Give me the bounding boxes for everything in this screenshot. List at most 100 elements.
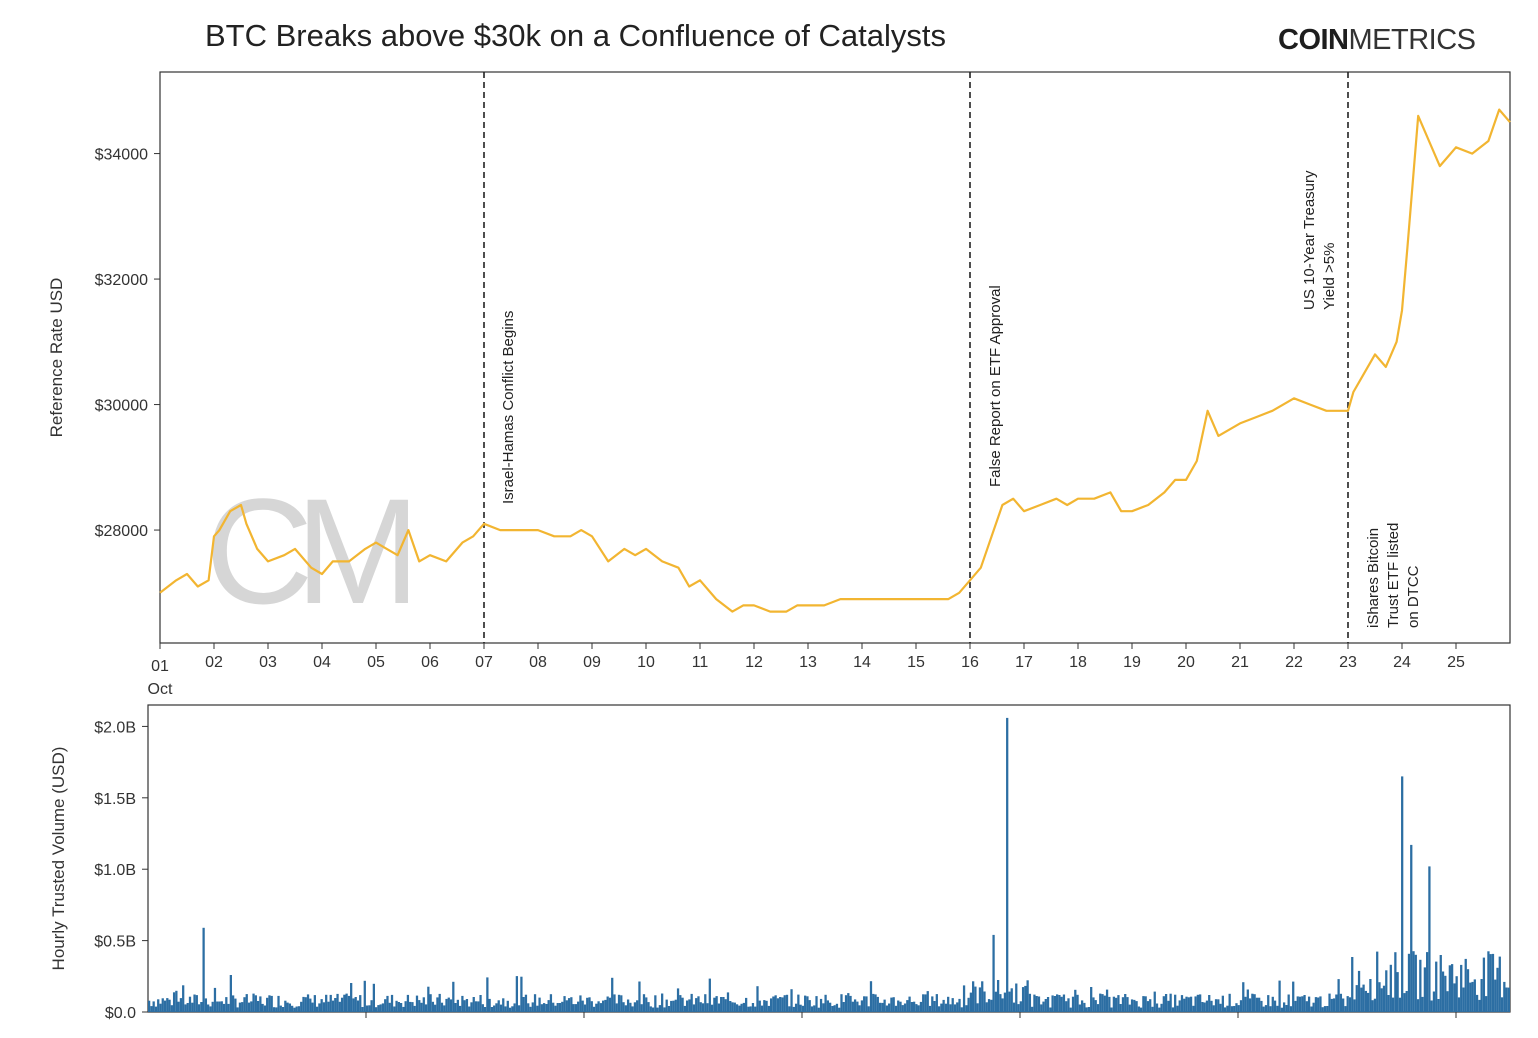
volume-bar (340, 997, 344, 1012)
volume-bar (1337, 979, 1340, 1012)
volume-bar (1351, 957, 1354, 1012)
volume-bar (207, 1004, 210, 1012)
volume-bar (785, 994, 789, 1012)
volume-bar (856, 1001, 859, 1012)
volume-bar (504, 1006, 507, 1012)
volume-bar (883, 999, 886, 1012)
volume-bar (161, 998, 164, 1012)
volume-bar (649, 1006, 652, 1012)
volume-bar (315, 1006, 319, 1012)
volume-bar (547, 1000, 550, 1012)
volume-bar (1258, 997, 1261, 1012)
volume-bar (177, 1001, 180, 1012)
volume-bar (531, 1002, 534, 1012)
volume-bar (440, 1002, 444, 1012)
volume-bar (944, 1003, 948, 1012)
volume-bar (1096, 1004, 1100, 1012)
volume-bar (1155, 1003, 1159, 1012)
volume-bar (311, 1002, 314, 1012)
volume-bar (892, 997, 895, 1012)
volume-bar (1087, 1007, 1091, 1012)
volume-bar (1074, 989, 1077, 1012)
price-x-tick-label: 22 (1285, 654, 1303, 671)
volume-bar (1355, 985, 1358, 1012)
volume-bar (1012, 1002, 1016, 1012)
volume-bar (1348, 997, 1352, 1012)
volume-bar (760, 1005, 764, 1012)
volume-bar (170, 1005, 173, 1012)
volume-bar (908, 996, 911, 1012)
volume-bar (872, 993, 875, 1012)
volume-bar (865, 996, 868, 1012)
volume-bar (1017, 1004, 1020, 1012)
volume-bar (211, 1001, 214, 1012)
volume-bar (608, 997, 612, 1012)
volume-bar (676, 988, 680, 1012)
volume-bar (186, 1003, 189, 1012)
volume-bar (983, 991, 986, 1012)
volume-bar (933, 1001, 936, 1012)
volume-bar (692, 1004, 696, 1012)
volume-bar (524, 994, 528, 1012)
volume-bar (842, 1002, 845, 1012)
volume-bar (1503, 981, 1506, 1012)
volume-bar (1187, 997, 1190, 1012)
volume-bar (1423, 967, 1427, 1012)
volume-bar (418, 1000, 421, 1012)
volume-bar (1121, 997, 1125, 1012)
volume-bar (1194, 996, 1197, 1012)
volume-bar (765, 1000, 768, 1012)
volume-bar (533, 994, 537, 1012)
volume-bar (1421, 996, 1424, 1012)
volume-bar (438, 993, 441, 1012)
volume-bar (633, 1002, 637, 1012)
volume-bar (1124, 994, 1127, 1012)
volume-bar (738, 1005, 741, 1012)
volume-bar (967, 997, 970, 1012)
volume-bar (304, 997, 307, 1012)
volume-bar (958, 998, 961, 1012)
volume-bar (756, 986, 759, 1012)
volume-bar (229, 975, 232, 1012)
volume-bar (202, 927, 205, 1012)
volume-bar (1285, 1005, 1288, 1012)
volume-bar (542, 1003, 546, 1012)
volume-bar (184, 1004, 187, 1012)
volume-bar (1167, 1000, 1170, 1012)
volume-bar (717, 1003, 721, 1012)
volume-bar (306, 994, 310, 1012)
volume-bar (1199, 994, 1202, 1012)
volume-bar (901, 1005, 904, 1012)
volume-bar (658, 1005, 662, 1012)
volume-bar (1233, 1006, 1236, 1012)
volume-bar (1460, 964, 1463, 1012)
volume-bar (647, 1002, 650, 1012)
volume-bar (449, 999, 453, 1012)
volume-bar (890, 997, 893, 1012)
volume-bar (1062, 994, 1066, 1012)
volume-bar (620, 995, 623, 1012)
volume-bar (502, 998, 505, 1012)
volume-bar (520, 976, 523, 1012)
volume-bar (1485, 996, 1488, 1012)
volume-bar (1248, 998, 1252, 1012)
volume-bar (1242, 982, 1245, 1012)
volume-bar (956, 1002, 959, 1012)
volume-bar (331, 1000, 335, 1012)
volume-bar (375, 1007, 378, 1012)
volume-bar (749, 1006, 752, 1012)
volume-bar (1385, 970, 1388, 1012)
price-x-tick-label: 04 (313, 654, 331, 671)
volume-y-tick-label: $1.5B (94, 791, 136, 808)
volume-bar (1321, 1007, 1324, 1012)
price-x-tick-label: 14 (853, 654, 871, 671)
volume-bar (381, 1003, 385, 1012)
volume-bar (463, 1000, 466, 1012)
volume-bar (581, 1000, 584, 1012)
volume-bar (1437, 999, 1440, 1012)
volume-bar (552, 1002, 555, 1012)
volume-bar (261, 1003, 264, 1012)
volume-bar (1507, 987, 1510, 1012)
volume-bar (236, 1007, 239, 1012)
volume-bar (338, 1001, 341, 1012)
